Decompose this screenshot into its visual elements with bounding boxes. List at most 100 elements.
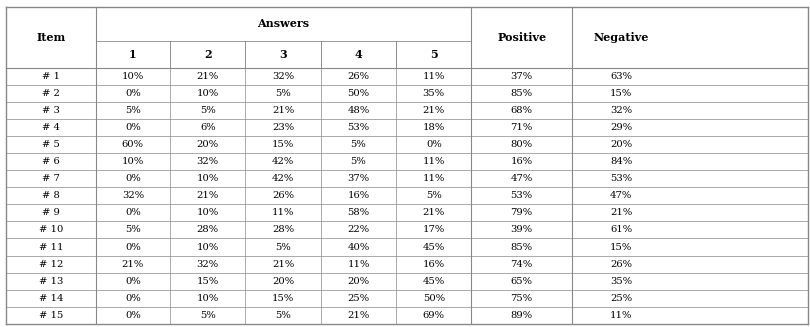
Text: 15%: 15% bbox=[272, 294, 294, 303]
Text: 71%: 71% bbox=[510, 123, 533, 132]
Text: 60%: 60% bbox=[122, 140, 144, 149]
Text: 0%: 0% bbox=[125, 89, 141, 98]
Text: 26%: 26% bbox=[272, 191, 294, 200]
Text: 6%: 6% bbox=[200, 123, 215, 132]
Text: 21%: 21% bbox=[610, 208, 633, 217]
Text: 26%: 26% bbox=[347, 72, 369, 81]
Text: 16%: 16% bbox=[510, 157, 533, 166]
Text: # 15: # 15 bbox=[39, 311, 63, 320]
Text: 11%: 11% bbox=[423, 157, 445, 166]
Text: 5%: 5% bbox=[275, 89, 291, 98]
Text: 29%: 29% bbox=[610, 123, 633, 132]
Text: 5%: 5% bbox=[351, 157, 366, 166]
Text: 10%: 10% bbox=[197, 208, 219, 217]
Text: # 8: # 8 bbox=[42, 191, 60, 200]
Text: 15%: 15% bbox=[610, 243, 633, 251]
Text: 21%: 21% bbox=[197, 191, 219, 200]
Text: 20%: 20% bbox=[347, 277, 369, 285]
Text: 17%: 17% bbox=[423, 226, 445, 234]
Text: 61%: 61% bbox=[610, 226, 633, 234]
Text: 10%: 10% bbox=[197, 174, 219, 183]
Text: 35%: 35% bbox=[423, 89, 445, 98]
Text: Answers: Answers bbox=[258, 18, 309, 29]
Text: # 12: # 12 bbox=[39, 260, 63, 268]
Text: # 10: # 10 bbox=[39, 226, 63, 234]
Text: # 2: # 2 bbox=[42, 89, 60, 98]
Text: 21%: 21% bbox=[423, 106, 445, 115]
Text: 35%: 35% bbox=[610, 277, 633, 285]
Text: 28%: 28% bbox=[197, 226, 219, 234]
Text: # 1: # 1 bbox=[42, 72, 60, 81]
Text: 79%: 79% bbox=[510, 208, 533, 217]
Text: 48%: 48% bbox=[347, 106, 369, 115]
Text: 20%: 20% bbox=[272, 277, 294, 285]
Text: 32%: 32% bbox=[272, 72, 294, 81]
Text: 58%: 58% bbox=[347, 208, 369, 217]
Text: 11%: 11% bbox=[347, 260, 369, 268]
Text: 11%: 11% bbox=[423, 174, 445, 183]
Text: 28%: 28% bbox=[272, 226, 294, 234]
Text: 10%: 10% bbox=[122, 157, 144, 166]
Text: 5%: 5% bbox=[275, 311, 291, 320]
Text: 53%: 53% bbox=[347, 123, 369, 132]
Text: 42%: 42% bbox=[272, 157, 294, 166]
Text: 0%: 0% bbox=[125, 123, 141, 132]
Text: 0%: 0% bbox=[125, 208, 141, 217]
Text: 0%: 0% bbox=[426, 140, 441, 149]
Text: 50%: 50% bbox=[347, 89, 369, 98]
Text: 15%: 15% bbox=[272, 140, 294, 149]
Text: 47%: 47% bbox=[610, 191, 633, 200]
Text: 5%: 5% bbox=[125, 106, 141, 115]
Text: # 14: # 14 bbox=[39, 294, 63, 303]
Text: 63%: 63% bbox=[610, 72, 633, 81]
Text: 18%: 18% bbox=[423, 123, 445, 132]
Text: 21%: 21% bbox=[347, 311, 369, 320]
Text: 10%: 10% bbox=[197, 294, 219, 303]
Text: 85%: 85% bbox=[510, 89, 533, 98]
Text: 3: 3 bbox=[279, 49, 287, 60]
Text: 89%: 89% bbox=[510, 311, 533, 320]
Text: 1: 1 bbox=[129, 49, 137, 60]
Text: # 6: # 6 bbox=[42, 157, 60, 166]
Text: 50%: 50% bbox=[423, 294, 445, 303]
Text: 0%: 0% bbox=[125, 294, 141, 303]
Text: 21%: 21% bbox=[272, 106, 294, 115]
Text: 0%: 0% bbox=[125, 311, 141, 320]
Text: Negative: Negative bbox=[594, 32, 649, 43]
Text: # 9: # 9 bbox=[42, 208, 60, 217]
Text: 53%: 53% bbox=[610, 174, 633, 183]
Text: 25%: 25% bbox=[610, 294, 633, 303]
Text: 5%: 5% bbox=[275, 243, 291, 251]
Text: 11%: 11% bbox=[272, 208, 294, 217]
Text: 80%: 80% bbox=[510, 140, 533, 149]
Text: 5%: 5% bbox=[351, 140, 366, 149]
Text: 16%: 16% bbox=[423, 260, 445, 268]
Text: 53%: 53% bbox=[510, 191, 533, 200]
Text: Item: Item bbox=[36, 32, 66, 43]
Text: 25%: 25% bbox=[347, 294, 369, 303]
Text: # 11: # 11 bbox=[39, 243, 63, 251]
Text: 10%: 10% bbox=[122, 72, 144, 81]
Text: # 7: # 7 bbox=[42, 174, 60, 183]
Text: 22%: 22% bbox=[347, 226, 369, 234]
Text: 21%: 21% bbox=[197, 72, 219, 81]
Text: 15%: 15% bbox=[610, 89, 633, 98]
Text: 32%: 32% bbox=[197, 260, 219, 268]
Text: 32%: 32% bbox=[122, 191, 144, 200]
Text: 45%: 45% bbox=[423, 243, 445, 251]
Text: 40%: 40% bbox=[347, 243, 369, 251]
Text: 65%: 65% bbox=[510, 277, 533, 285]
Text: 69%: 69% bbox=[423, 311, 445, 320]
Text: 11%: 11% bbox=[610, 311, 633, 320]
Text: Positive: Positive bbox=[497, 32, 546, 43]
Text: # 13: # 13 bbox=[39, 277, 63, 285]
Text: 32%: 32% bbox=[610, 106, 633, 115]
Text: 16%: 16% bbox=[347, 191, 369, 200]
Text: 21%: 21% bbox=[272, 260, 294, 268]
Text: # 3: # 3 bbox=[42, 106, 60, 115]
Text: 85%: 85% bbox=[510, 243, 533, 251]
Text: 37%: 37% bbox=[347, 174, 369, 183]
Text: 32%: 32% bbox=[197, 157, 219, 166]
Text: 0%: 0% bbox=[125, 174, 141, 183]
Text: 5: 5 bbox=[430, 49, 437, 60]
